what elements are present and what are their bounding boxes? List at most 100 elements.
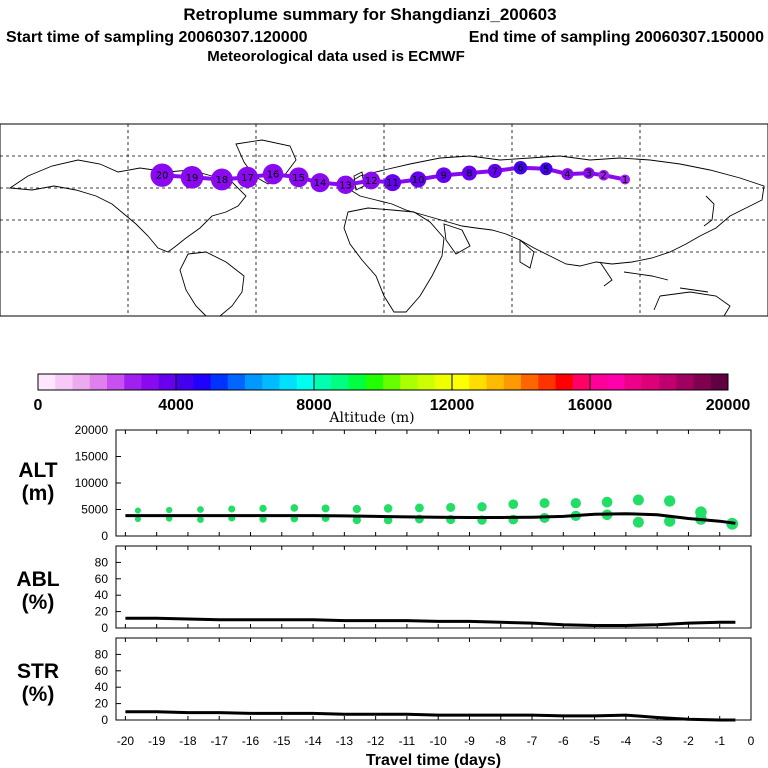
colorbar-cells: [38, 374, 729, 390]
x-tick-label: -7: [527, 734, 538, 748]
colorbar-cell: [365, 374, 384, 390]
plume-marker-label: 15: [292, 173, 305, 184]
y-tick-label: 0: [101, 713, 108, 727]
colorbar-cell: [521, 374, 539, 390]
colorbar-cell: [227, 374, 246, 390]
colorbar-cell: [434, 374, 453, 390]
x-tick-label: -5: [589, 734, 600, 748]
series-line: [125, 616, 736, 627]
plume-marker: [539, 162, 553, 176]
colorbar-cell: [452, 374, 470, 390]
plume-marker-label: 20: [156, 171, 169, 182]
x-tick-label: -15: [273, 734, 291, 748]
colorbar-cell: [469, 374, 487, 390]
y-tick-label: 15000: [75, 450, 109, 464]
colorbar-cell: [503, 374, 522, 390]
plume-marker: [561, 168, 574, 181]
x-tick-label: -14: [304, 734, 322, 748]
plume-marker: [336, 175, 355, 194]
colorbar-tick-label: 12000: [430, 397, 475, 414]
plume-marker-label: 3: [586, 169, 592, 180]
x-tick-label: -16: [242, 734, 260, 748]
colorbar-tick-label: 20000: [706, 397, 751, 414]
y-tick-label: 40: [95, 588, 109, 602]
x-tick-label: 0: [748, 734, 755, 748]
x-tick-label: -18: [179, 734, 197, 748]
x-tick-label: -8: [495, 734, 506, 748]
x-tick-label: -19: [148, 734, 166, 748]
colorbar-cell: [624, 374, 643, 390]
scatter-point: [508, 499, 519, 510]
plume-marker-label: 2: [601, 171, 607, 182]
scatter-point: [259, 515, 267, 523]
plume-marker: [362, 171, 381, 190]
plume-marker: [384, 174, 402, 192]
scatter-point: [228, 505, 236, 513]
plume-marker-label: 6: [517, 163, 523, 174]
colorbar-axis-label: Altitude (m): [328, 410, 414, 426]
end-time-label: End time of sampling 20060307.150000: [469, 29, 764, 46]
colorbar-cell: [555, 374, 574, 390]
scatter-point: [446, 502, 456, 512]
plume-marker-label: 11: [386, 178, 399, 189]
scatter-point: [259, 504, 267, 513]
colorbar-ticks: 0 4000 8000 12000 16000 20000: [34, 374, 751, 414]
panel-unit: (%): [22, 683, 55, 706]
colorbar-cell: [107, 374, 125, 390]
plume-marker: [310, 173, 330, 193]
colorbar-cell: [538, 374, 556, 390]
plume-marker-label: 9: [441, 171, 447, 182]
y-tick-label: 40: [95, 680, 109, 694]
scatter-point: [321, 504, 330, 513]
scatter-point: [352, 515, 361, 525]
x-tick-label: -17: [211, 734, 229, 748]
colorbar-cell: [245, 374, 263, 390]
plume-marker: [435, 167, 452, 183]
plume-marker-label: 18: [215, 175, 228, 186]
panel-label: STR: [17, 660, 59, 683]
colorbar-cell: [124, 374, 142, 390]
plume-marker-label: 17: [241, 173, 254, 184]
colorbar-cell: [141, 374, 160, 390]
x-tick-label: -20: [117, 734, 135, 748]
plume-marker-label: 12: [365, 176, 378, 187]
colorbar-cell: [296, 374, 315, 390]
plume-marker-label: 13: [339, 180, 352, 191]
colorbar-cell: [383, 374, 401, 390]
plume-marker: [513, 160, 528, 175]
plume-marker: [180, 166, 204, 189]
colorbar-cell: [417, 374, 436, 390]
y-tick-label: 10000: [75, 476, 109, 490]
colorbar-tick-label: 16000: [568, 397, 613, 414]
plume-marker: [150, 163, 174, 187]
y-tick-label: 20000: [75, 423, 109, 437]
colorbar-cell: [693, 374, 712, 390]
colorbar-cell: [55, 374, 73, 390]
plume-marker: [598, 169, 610, 181]
scatter-point: [134, 515, 141, 523]
plume-marker: [210, 168, 233, 191]
plume-marker: [236, 166, 259, 188]
scatter-point: [383, 504, 393, 513]
colorbar-cell: [314, 374, 332, 390]
colorbar-cell: [331, 374, 349, 390]
series-line: [125, 710, 736, 722]
scatter-point: [197, 506, 204, 513]
colorbar-cell: [400, 374, 418, 390]
panel-label: ABL: [16, 568, 59, 591]
time-series-panels: ALT(m)05000100001500020000ABL(%)02040608…: [16, 423, 754, 768]
colorbar-cell: [158, 374, 177, 390]
colorbar-cell: [193, 374, 211, 390]
met-data-label: Meteorological data used is ECMWF: [207, 48, 465, 65]
series-line: [125, 512, 736, 525]
plume-marker-label: 1: [622, 175, 628, 186]
panel-unit: (%): [22, 591, 55, 614]
panel-label: ALT: [18, 459, 57, 482]
plume-marker: [487, 163, 503, 179]
colorbar-cell: [176, 374, 194, 390]
panel-2: ABL(%) 0 20 40 60 80: [16, 545, 752, 635]
panel-frame: [115, 429, 752, 537]
x-tick-label: -4: [621, 734, 632, 748]
colorbar-cell: [572, 374, 591, 390]
